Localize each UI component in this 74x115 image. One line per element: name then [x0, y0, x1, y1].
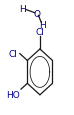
Text: H: H	[39, 21, 46, 30]
Text: H: H	[19, 5, 26, 14]
Text: Cl: Cl	[8, 50, 17, 59]
Text: HO: HO	[7, 90, 20, 99]
Text: O: O	[34, 10, 40, 19]
Text: Cl: Cl	[35, 28, 44, 36]
